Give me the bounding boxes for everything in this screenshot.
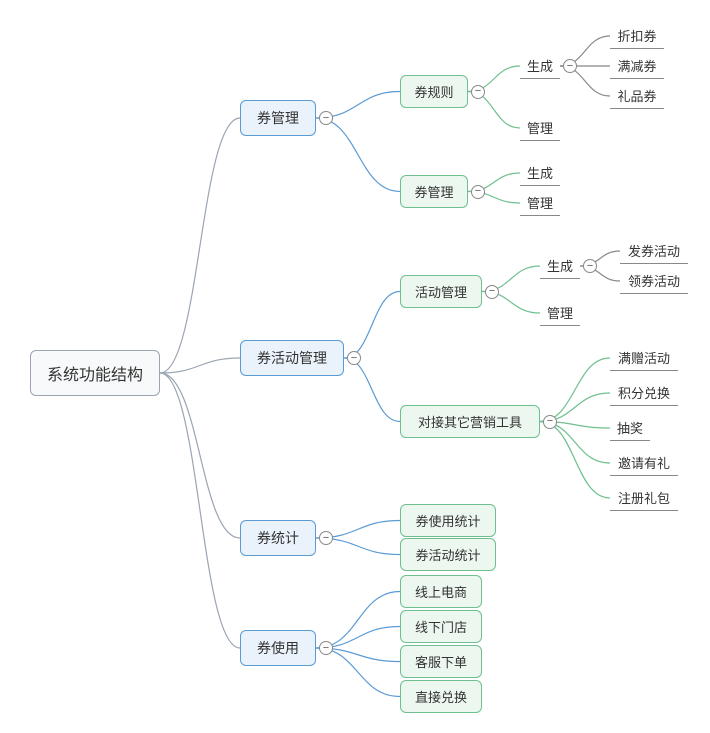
node-cs-order[interactable]: 客服下单 bbox=[400, 645, 482, 678]
node-direct-redeem[interactable]: 直接兑换 bbox=[400, 680, 482, 713]
collapse-toggle-icon[interactable]: − bbox=[319, 111, 333, 125]
collapse-toggle-icon[interactable]: − bbox=[471, 185, 485, 199]
root-node[interactable]: 系统功能结构 bbox=[30, 350, 160, 396]
collapse-toggle-icon[interactable]: − bbox=[485, 285, 499, 299]
leaf-points-redeem[interactable]: 积分兑换 bbox=[610, 380, 678, 406]
collapse-toggle-icon[interactable]: − bbox=[471, 85, 485, 99]
leaf-manage-1[interactable]: 管理 bbox=[520, 115, 560, 141]
branch-coupon-activity[interactable]: 券活动管理 bbox=[240, 340, 344, 376]
leaf-generate-2[interactable]: 生成 bbox=[520, 160, 560, 186]
leaf-generate-1[interactable]: 生成 bbox=[520, 53, 560, 79]
node-coupon-mgmt-sub[interactable]: 券管理 bbox=[400, 175, 468, 208]
collapse-toggle-icon[interactable]: − bbox=[583, 259, 597, 273]
leaf-gift-coupon[interactable]: 礼品券 bbox=[610, 83, 664, 109]
collapse-toggle-icon[interactable]: − bbox=[543, 415, 557, 429]
leaf-manage-2[interactable]: 管理 bbox=[520, 190, 560, 216]
node-marketing-tools[interactable]: 对接其它营销工具 bbox=[400, 405, 540, 438]
node-use-stats[interactable]: 券使用统计 bbox=[400, 504, 496, 537]
leaf-full-gift[interactable]: 满赠活动 bbox=[610, 345, 678, 371]
branch-coupon-stats[interactable]: 券统计 bbox=[240, 520, 316, 556]
leaf-generate-3[interactable]: 生成 bbox=[540, 253, 580, 279]
leaf-manage-3[interactable]: 管理 bbox=[540, 300, 580, 326]
collapse-toggle-icon[interactable]: − bbox=[319, 641, 333, 655]
leaf-full-minus-coupon[interactable]: 满减券 bbox=[610, 53, 664, 79]
node-online-ecom[interactable]: 线上电商 bbox=[400, 575, 482, 608]
node-activity-mgmt[interactable]: 活动管理 bbox=[400, 275, 482, 308]
leaf-register-gift[interactable]: 注册礼包 bbox=[610, 485, 678, 511]
node-coupon-rule[interactable]: 券规则 bbox=[400, 75, 468, 108]
branch-coupon-use[interactable]: 券使用 bbox=[240, 630, 316, 666]
collapse-toggle-icon[interactable]: − bbox=[319, 531, 333, 545]
leaf-issue-activity[interactable]: 发券活动 bbox=[620, 238, 688, 264]
leaf-discount-coupon[interactable]: 折扣券 bbox=[610, 23, 664, 49]
collapse-toggle-icon[interactable]: − bbox=[563, 59, 577, 73]
leaf-lottery[interactable]: 抽奖 bbox=[610, 415, 650, 441]
branch-coupon-mgmt[interactable]: 券管理 bbox=[240, 100, 316, 136]
leaf-claim-activity[interactable]: 领券活动 bbox=[620, 268, 688, 294]
node-activity-stats[interactable]: 券活动统计 bbox=[400, 538, 496, 571]
node-offline-store[interactable]: 线下门店 bbox=[400, 610, 482, 643]
leaf-invite-gift[interactable]: 邀请有礼 bbox=[610, 450, 678, 476]
collapse-toggle-icon[interactable]: − bbox=[347, 351, 361, 365]
